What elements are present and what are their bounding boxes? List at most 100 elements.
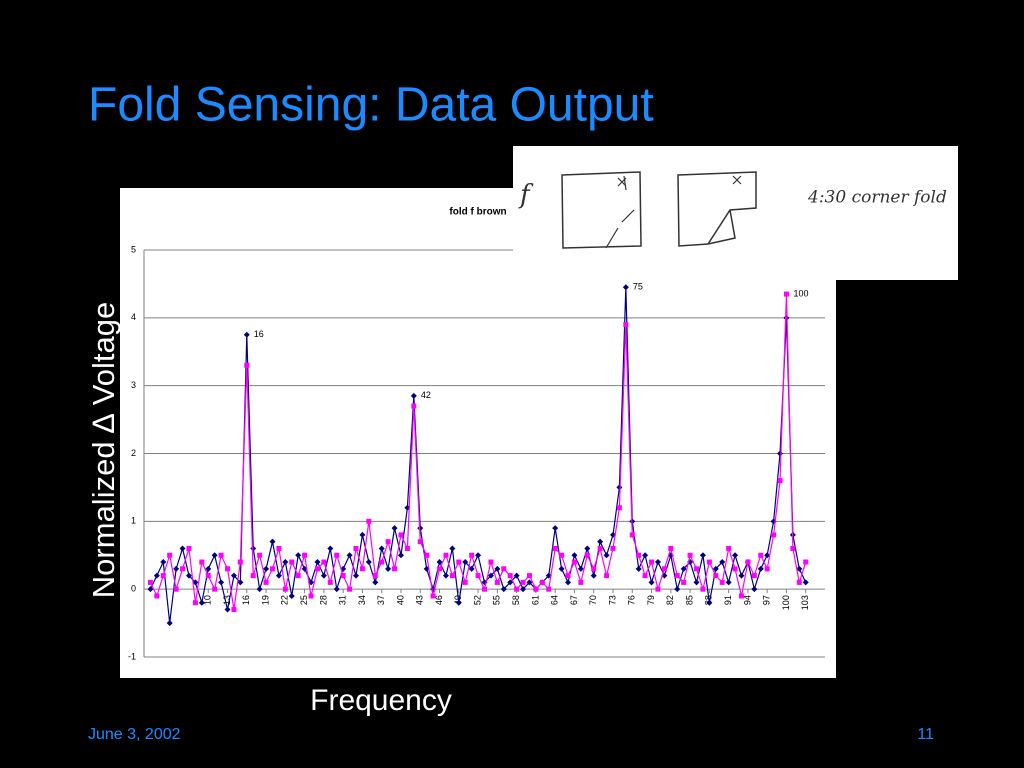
data-point	[700, 586, 706, 592]
data-point	[327, 545, 334, 552]
data-point	[320, 572, 327, 579]
data-point	[295, 573, 301, 579]
sketch-square	[561, 171, 642, 249]
data-point	[642, 573, 648, 579]
data-point	[507, 573, 513, 579]
x-tick-label: 13	[222, 595, 232, 605]
data-point	[584, 552, 590, 558]
x-tick-label: 103	[800, 595, 810, 610]
data-point	[565, 573, 571, 579]
peak-label: 75	[633, 282, 643, 292]
data-point	[559, 552, 565, 558]
data-point	[379, 559, 385, 565]
data-point	[147, 579, 153, 585]
data-point	[372, 579, 379, 586]
sketch-folded-square	[677, 171, 757, 247]
x-tick-label: 16	[241, 595, 251, 605]
x-tick-label: 43	[415, 595, 425, 605]
data-point	[263, 579, 269, 585]
data-point	[244, 362, 250, 368]
data-point	[757, 565, 764, 572]
data-point	[443, 552, 449, 558]
data-point	[327, 579, 333, 585]
data-point	[186, 545, 192, 551]
x-tick-label: 28	[318, 595, 328, 605]
data-point	[655, 586, 661, 592]
data-point	[173, 565, 180, 572]
data-point	[462, 559, 469, 566]
data-point	[417, 539, 423, 545]
sketch-fold-line	[605, 209, 635, 249]
data-point	[712, 565, 719, 572]
data-point	[160, 573, 166, 579]
data-point	[347, 586, 353, 592]
data-point	[751, 573, 757, 579]
data-point	[225, 566, 231, 572]
x-tick-label: 82	[665, 595, 675, 605]
x-tick-label: 94	[742, 595, 752, 605]
x-tick-label: 31	[338, 595, 348, 605]
peak-label: 42	[421, 390, 431, 400]
inset-panel	[513, 146, 958, 280]
data-point	[783, 291, 789, 297]
data-point	[456, 559, 462, 565]
data-point	[211, 552, 218, 559]
data-point	[726, 545, 732, 551]
data-point	[462, 579, 468, 585]
data-point	[237, 579, 244, 586]
data-point	[346, 552, 353, 559]
data-point	[334, 552, 340, 558]
data-point	[449, 545, 456, 552]
data-point	[288, 592, 295, 599]
data-point	[777, 478, 783, 484]
x-tick-label: 34	[357, 595, 367, 605]
data-point	[674, 573, 680, 579]
data-point	[571, 559, 577, 565]
data-point	[250, 545, 257, 552]
y-tick-label: -1	[128, 651, 136, 661]
data-point	[397, 552, 404, 559]
data-point	[520, 586, 527, 593]
data-point	[205, 573, 211, 579]
data-point	[719, 559, 726, 566]
data-point	[237, 559, 243, 565]
y-tick-label: 5	[131, 244, 136, 254]
sketch-mark	[617, 175, 627, 191]
data-point	[616, 484, 623, 491]
data-point	[796, 579, 802, 585]
sketch-mark	[732, 175, 742, 185]
data-point	[680, 565, 687, 572]
slide-title: Fold Sensing: Data Output	[88, 79, 654, 132]
data-point	[430, 593, 436, 599]
x-tick-label: 22	[280, 595, 290, 605]
x-tick-label: 85	[684, 595, 694, 605]
data-point	[661, 566, 667, 572]
data-point	[212, 586, 218, 592]
data-point	[699, 552, 706, 559]
y-axis-label: Normalized ∆ Voltage	[86, 302, 121, 598]
data-point	[591, 566, 597, 572]
data-point	[732, 552, 739, 559]
x-tick-label: 79	[646, 595, 656, 605]
data-point	[533, 586, 539, 592]
data-point	[604, 573, 610, 579]
data-point	[706, 559, 712, 565]
inset-sketch: f 4:30 corner fold	[513, 146, 958, 280]
data-point	[764, 566, 770, 572]
data-point	[597, 538, 604, 545]
data-point	[392, 566, 398, 572]
data-point	[546, 586, 552, 592]
data-point	[622, 284, 629, 291]
data-point	[198, 599, 205, 606]
data-point	[475, 573, 481, 579]
data-point	[565, 579, 572, 586]
data-point	[487, 572, 494, 579]
data-point	[514, 586, 520, 592]
x-tick-label: 40	[395, 595, 405, 605]
y-tick-label: 0	[131, 584, 136, 594]
x-tick-label: 97	[762, 595, 772, 605]
slide-date: June 3, 2002	[88, 726, 181, 743]
x-tick-label: 25	[299, 595, 309, 605]
data-point	[436, 559, 443, 566]
